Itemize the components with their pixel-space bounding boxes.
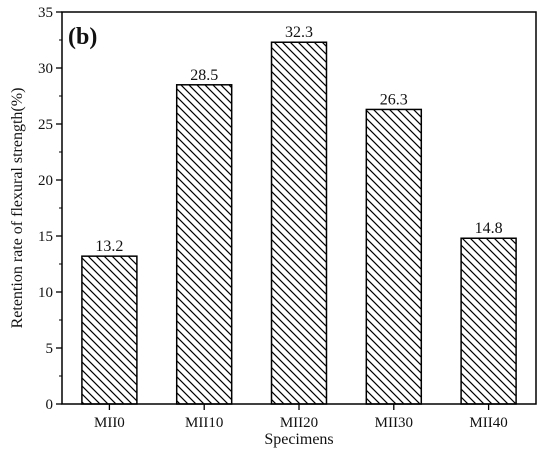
x-tick-label-mii30: MII30: [375, 415, 413, 431]
bar-mii20: [270, 41, 328, 405]
y-tick-label: 20: [38, 173, 53, 189]
x-tick-label-mii40: MII40: [469, 415, 507, 431]
data-label-mii20: 32.3: [285, 24, 313, 41]
x-axis-ticks: MII0 MII10 MII20 MII30 MII40: [94, 404, 508, 431]
data-label-mii40: 14.8: [475, 220, 503, 237]
y-tick-label: 5: [46, 341, 54, 357]
data-label-mii0: 13.2: [95, 238, 123, 255]
y-axis-ticks: 0 5 10 15 20 25 30 35: [38, 5, 62, 413]
data-labels: 13.2 28.5 32.3 26.3 14.8: [95, 24, 502, 255]
y-tick-label: 0: [46, 397, 54, 413]
y-tick-label: 30: [38, 61, 53, 77]
y-axis-title: Retention rate of flexural strength(%): [9, 88, 26, 329]
x-tick-label-mii0: MII0: [94, 415, 125, 431]
bar-mii10: [175, 84, 233, 405]
y-tick-label: 25: [38, 117, 53, 133]
data-label-mii10: 28.5: [190, 67, 218, 84]
x-axis-title: Specimens: [264, 431, 333, 448]
data-label-mii30: 26.3: [380, 91, 408, 108]
y-tick-label: 10: [38, 285, 53, 301]
panel-label: (b): [68, 24, 97, 50]
bar-mii0: [81, 255, 138, 405]
bar-mii40: [460, 237, 517, 405]
bars-layer: [81, 41, 517, 405]
x-tick-label-mii20: MII20: [280, 415, 318, 431]
x-tick-label-mii10: MII10: [185, 415, 223, 431]
y-tick-label: 15: [38, 229, 53, 245]
y-tick-label: 35: [38, 5, 53, 21]
bar-mii30: [365, 108, 423, 405]
